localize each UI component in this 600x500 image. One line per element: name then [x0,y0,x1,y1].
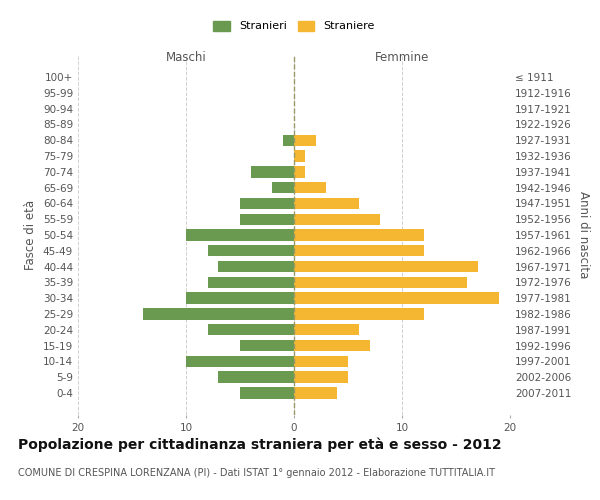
Bar [186,230,294,240]
Y-axis label: Fasce di età: Fasce di età [25,200,37,270]
Bar [294,182,326,194]
Bar [294,198,359,209]
Bar [294,324,359,336]
Bar [208,276,294,288]
Bar [186,292,294,304]
Bar [218,372,294,383]
Bar [294,308,424,320]
Text: Maschi: Maschi [166,52,206,64]
Bar [294,245,424,256]
Bar [208,324,294,336]
Text: COMUNE DI CRESPINA LORENZANA (PI) - Dati ISTAT 1° gennaio 2012 - Elaborazione TU: COMUNE DI CRESPINA LORENZANA (PI) - Dati… [18,468,495,477]
Bar [143,308,294,320]
Bar [294,292,499,304]
Bar [283,134,294,146]
Bar [218,261,294,272]
Bar [294,340,370,351]
Bar [294,230,424,240]
Bar [240,198,294,209]
Bar [186,356,294,367]
Legend: Stranieri, Straniere: Stranieri, Straniere [210,18,378,35]
Bar [294,261,478,272]
Bar [240,388,294,398]
Y-axis label: Anni di nascita: Anni di nascita [577,192,590,278]
Bar [240,214,294,225]
Bar [294,150,305,162]
Bar [294,214,380,225]
Bar [294,276,467,288]
Bar [294,134,316,146]
Bar [294,356,348,367]
Text: Popolazione per cittadinanza straniera per età e sesso - 2012: Popolazione per cittadinanza straniera p… [18,438,502,452]
Bar [272,182,294,194]
Bar [240,340,294,351]
Bar [294,166,305,177]
Text: Femmine: Femmine [375,52,429,64]
Bar [294,388,337,398]
Bar [251,166,294,177]
Bar [294,372,348,383]
Bar [208,245,294,256]
